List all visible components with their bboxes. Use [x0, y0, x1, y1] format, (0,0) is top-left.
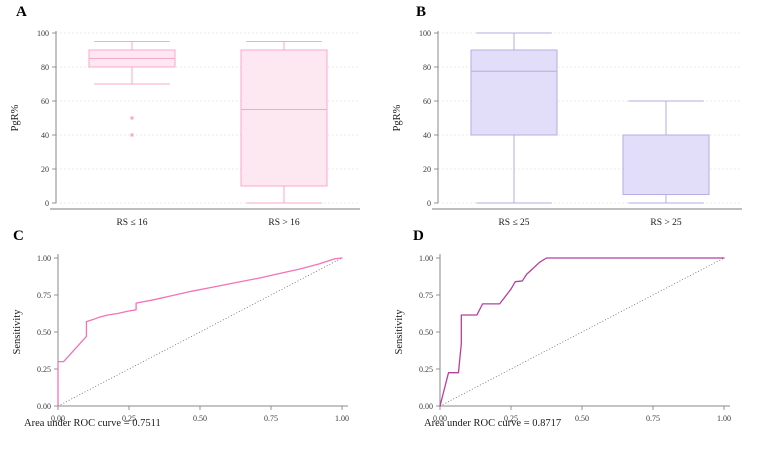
boxplot-box [470, 32, 558, 204]
x-tick-label: 0.25 [122, 414, 136, 423]
panel-b-label: B [416, 4, 427, 20]
y-tick-label: 60 [423, 97, 431, 106]
roc-curve [439, 257, 725, 407]
panel-c: C 0.00 0.25 0.50 0.75 1.00 0.00 0.25 0.50 0.75 1.… [0, 226, 382, 451]
y-tick-label: 80 [423, 63, 431, 72]
reference-diagonal [57, 257, 343, 407]
y-tick-label: 0.25 [37, 365, 51, 374]
box-iqr [622, 134, 710, 195]
y-tick-label: 0.50 [37, 328, 51, 337]
boxplot-box [88, 41, 176, 137]
y-tick-label: 0.75 [419, 291, 433, 300]
panel-d-label: D [413, 228, 424, 244]
category-label: RS > 25 [650, 218, 681, 226]
x-tick-label: 0.00 [51, 414, 65, 423]
y-tick-label: 100 [419, 29, 431, 38]
category-label: RS > 16 [268, 218, 299, 226]
panel-d-auc-text: Area under ROC curve = 0.8717 [424, 418, 562, 429]
panel-d-roc-plot: 0.00 0.25 0.50 0.75 1.00 0.00 0.25 0.50 0.75 1.00… [394, 254, 731, 423]
y-tick-label: 20 [423, 165, 431, 174]
y-tick-label: 60 [41, 97, 49, 106]
panel-c-roc-plot: 0.00 0.25 0.50 0.75 1.00 0.00 0.25 0.50 0.75 1.00… [12, 254, 349, 423]
x-tick-label: 1.00 [717, 414, 731, 423]
outlier-point [130, 133, 134, 137]
panel-c-auc-text: Area under ROC curve = 0.7511 [24, 418, 161, 429]
x-tick-label: 0.25 [504, 414, 518, 423]
y-tick-label: 0.25 [419, 365, 433, 374]
roc-curve [57, 257, 343, 407]
outlier-point [130, 116, 134, 120]
y-tick-label: 100 [37, 29, 49, 38]
y-tick-label: 80 [41, 63, 49, 72]
panel-c-label: C [13, 228, 24, 244]
x-tick-label: 0.50 [575, 414, 589, 423]
panel-a-label: A [16, 4, 27, 20]
boxplot-box [622, 100, 710, 204]
y-tick-label: 0.00 [419, 402, 433, 411]
x-tick-label: 0.75 [264, 414, 278, 423]
y-axis-title: PgR% [10, 104, 21, 131]
category-label: RS ≤ 25 [498, 218, 529, 226]
x-tick-label: 0.75 [646, 414, 660, 423]
category-label: RS ≤ 16 [116, 218, 147, 226]
panel-a-boxplot: 0 20 40 60 80 100 PgR% RS ≤ 16 RS > 16 [10, 29, 360, 226]
y-tick-label: 40 [423, 131, 431, 140]
y-tick-label: 0.75 [37, 291, 51, 300]
y-tick-label: 40 [41, 131, 49, 140]
box-iqr [240, 49, 328, 187]
y-tick-label: 20 [41, 165, 49, 174]
x-tick-label: 0.00 [433, 414, 447, 423]
boxplot-box [240, 41, 328, 204]
panel-d: D 0.00 0.25 0.50 0.75 1.00 0.00 0.25 0.50 0.75 1.… [382, 226, 764, 451]
reference-diagonal [439, 257, 725, 407]
y-tick-label: 0 [427, 199, 431, 208]
x-tick-label: 1.00 [335, 414, 349, 423]
y-axis-title: PgR% [392, 104, 403, 131]
panel-b: B 0 20 40 60 80 100 PgR% RS ≤ 25 RS > 25 [382, 0, 764, 226]
y-tick-label: 1.00 [37, 254, 51, 263]
y-axis-title: Sensitivity [394, 309, 405, 355]
x-tick-label: 0.50 [193, 414, 207, 423]
y-tick-label: 1.00 [419, 254, 433, 263]
y-tick-label: 0 [45, 199, 49, 208]
y-tick-label: 0.50 [419, 328, 433, 337]
box-iqr [470, 49, 558, 136]
y-tick-label: 0.00 [37, 402, 51, 411]
panel-b-boxplot: 0 20 40 60 80 100 PgR% RS ≤ 25 RS > 25 [392, 29, 742, 226]
y-axis-title: Sensitivity [12, 309, 23, 355]
panel-a: A 0 20 40 60 80 100 PgR% RS ≤ 16 RS > 16 [0, 0, 382, 226]
